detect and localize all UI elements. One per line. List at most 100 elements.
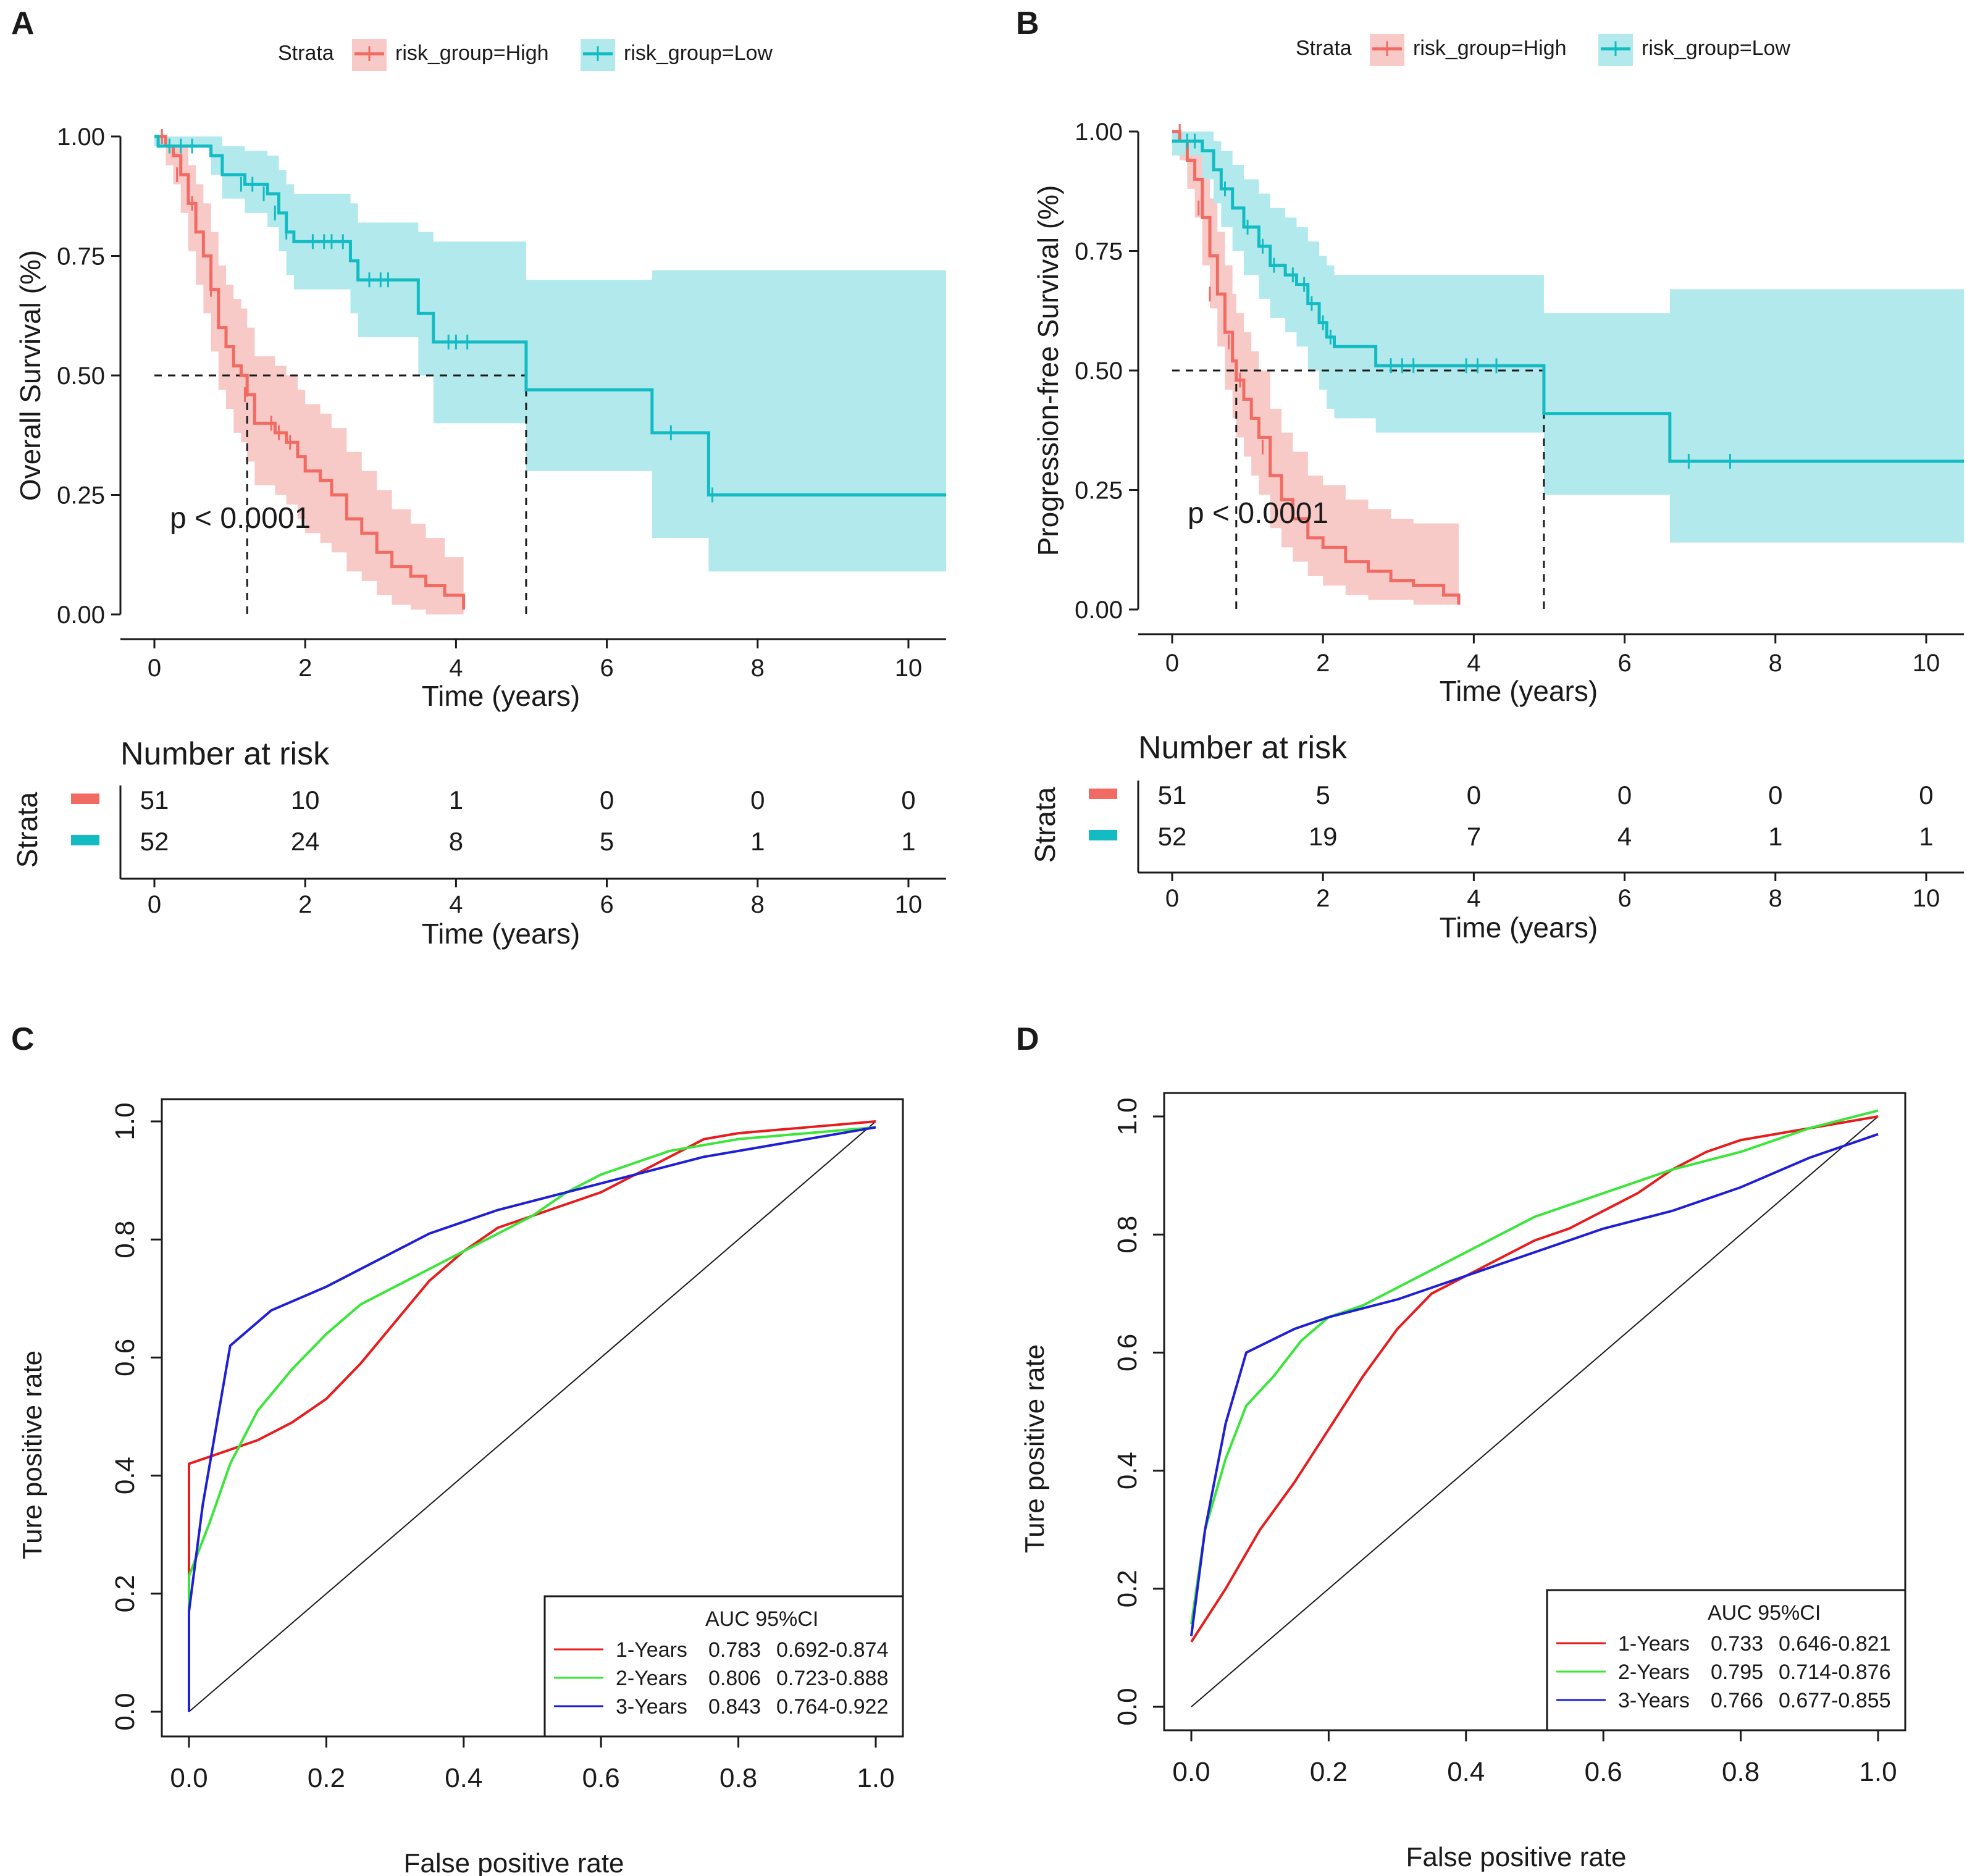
- y-tick-label: 0.75: [1075, 238, 1123, 266]
- risk-count-high: 51: [1158, 781, 1187, 810]
- legend: Strata risk_group=High risk_group=Low: [278, 39, 773, 71]
- risk-count-low: 5: [600, 827, 614, 856]
- p-value: p < 0.0001: [1188, 497, 1328, 530]
- y-tick-label: 0.0: [110, 1693, 140, 1730]
- roc-legend: AUC 95%CI 1-Years 0.783 0.692-0.874 2-Years 0…: [543, 1595, 904, 1738]
- risk-count-low: 1: [750, 827, 765, 856]
- legend-entry: risk_group=Low: [624, 41, 773, 65]
- legend-ci: 0.764-0.922: [776, 1695, 889, 1719]
- survival-curve-high: [154, 135, 466, 610]
- x-tick-label: 1.0: [1859, 1757, 1897, 1787]
- risk-count-low: 8: [449, 827, 463, 856]
- x-tick-label: 0.4: [1447, 1757, 1485, 1787]
- risk-strata-label: Strata: [1029, 787, 1061, 863]
- survival-curve-low: [154, 135, 946, 496]
- x-tick-label: 0.2: [1310, 1757, 1348, 1787]
- x-tick-label: 0.0: [170, 1763, 208, 1793]
- legend-entry: risk_group=High: [1413, 36, 1567, 60]
- x-tick-label: 0.8: [1722, 1757, 1759, 1787]
- risk-count-low: 4: [1617, 822, 1632, 851]
- risk-count-high: 51: [140, 785, 169, 814]
- km-panel-A: A Strata risk_group=High risk_group=Low 0.00…: [11, 6, 946, 950]
- risk-x-tick-label: 4: [449, 891, 463, 918]
- y-tick-label: 0.6: [1112, 1334, 1143, 1371]
- roc-curve-1-years: [188, 1120, 876, 1712]
- x-tick-label: 8: [1769, 650, 1782, 677]
- risk-count-high: 0: [1467, 781, 1481, 810]
- legend-title: AUC 95%CI: [1708, 1601, 1821, 1625]
- risk-count-high: 1: [449, 785, 463, 814]
- risk-x-tick-label: 0: [1165, 885, 1179, 912]
- x-tick-label: 6: [1617, 650, 1631, 677]
- risk-x-axis-label: Time (years): [422, 918, 580, 950]
- panel-label: B: [1016, 6, 1039, 41]
- x-axis-label: False positive rate: [403, 1848, 624, 1876]
- risk-count-low: 52: [1158, 822, 1187, 851]
- x-tick-label: 0.0: [1172, 1757, 1210, 1787]
- y-tick-label: 1.0: [1112, 1097, 1143, 1135]
- risk-count-high: 0: [750, 785, 765, 814]
- y-tick-label: 0.50: [1075, 358, 1123, 385]
- panel-label: A: [11, 6, 35, 41]
- risk-table-title: Number at risk: [1138, 730, 1348, 766]
- legend-name: 3-Years: [616, 1695, 687, 1719]
- legend-title: Strata: [278, 41, 334, 65]
- legend-ci: 0.677-0.855: [1779, 1689, 1891, 1712]
- y-tick-label: 1.00: [57, 124, 105, 151]
- x-tick-label: 2: [1316, 650, 1330, 677]
- roc-curve-2-years: [188, 1126, 876, 1712]
- x-axis-label: Time (years): [1440, 675, 1598, 707]
- risk-x-tick-label: 2: [1316, 885, 1330, 912]
- x-axis-label: False positive rate: [1406, 1842, 1626, 1872]
- risk-count-low: 1: [1768, 822, 1782, 851]
- x-tick-label: 4: [1467, 650, 1480, 677]
- risk-count-low: 7: [1467, 822, 1481, 851]
- risk-x-tick-label: 6: [600, 891, 613, 918]
- x-tick-label: 0.4: [445, 1763, 482, 1793]
- km-panel-B: B Strata risk_group=High risk_group=Low 0.00…: [1016, 6, 1964, 944]
- x-tick-label: 0: [148, 655, 161, 682]
- risk-table-title: Number at risk: [120, 736, 330, 772]
- y-axis-label: Ture positive rate: [17, 1350, 48, 1559]
- y-tick-label: 0.8: [110, 1221, 140, 1258]
- panel-label: C: [11, 1021, 35, 1057]
- roc-panel-C: C 0.0 0.2 0.4 0.6 0.8 1.0 0.0 0.2 0.4 0.6 0.8 1.0 Fal…: [11, 1021, 904, 1876]
- ci-band-high: [154, 136, 464, 614]
- risk-x-tick-label: 4: [1467, 885, 1480, 912]
- legend-auc: 0.783: [708, 1638, 761, 1662]
- roc-legend: AUC 95%CI 1-Years 0.733 0.646-0.821 2-Years 0…: [1546, 1589, 1906, 1732]
- y-tick-label: 0.50: [57, 362, 105, 390]
- risk-x-tick-label: 8: [751, 891, 765, 918]
- risk-count-low: 24: [291, 827, 320, 856]
- legend-ci: 0.714-0.876: [1779, 1660, 1891, 1684]
- y-tick-label: 0.00: [1075, 597, 1123, 624]
- legend-auc: 0.795: [1711, 1660, 1763, 1684]
- panel-label: D: [1016, 1021, 1039, 1057]
- legend-ci: 0.692-0.874: [776, 1638, 889, 1662]
- y-tick-label: 0.4: [1112, 1452, 1143, 1489]
- legend-box: [543, 1595, 904, 1738]
- risk-strata-label: Strata: [11, 792, 43, 868]
- legend-name: 1-Years: [616, 1638, 687, 1662]
- x-tick-label: 0.2: [308, 1763, 345, 1793]
- risk-count-low: 1: [901, 827, 915, 856]
- risk-count-high: 0: [1617, 781, 1632, 810]
- y-tick-label: 0.75: [57, 243, 105, 270]
- roc-curve-1-years: [1190, 1115, 1879, 1643]
- risk-x-tick-label: 10: [895, 891, 923, 918]
- y-tick-label: 0.00: [57, 601, 105, 629]
- x-tick-label: 10: [895, 655, 923, 682]
- y-tick-label: 0.25: [1075, 477, 1123, 505]
- risk-x-tick-label: 0: [148, 891, 161, 918]
- risk-count-high: 0: [600, 785, 614, 814]
- legend-auc: 0.806: [708, 1667, 761, 1690]
- risk-count-low: 1: [1919, 822, 1933, 851]
- legend-ci: 0.723-0.888: [776, 1667, 889, 1690]
- roc-panel-D: D 0.0 0.2 0.4 0.6 0.8 1.0 0.0 0.2 0.4 0.6 0.8 1.0 Fal…: [1016, 1021, 1906, 1872]
- diagonal-reference: [1191, 1116, 1879, 1707]
- legend-name: 3-Years: [1618, 1689, 1690, 1712]
- y-tick-label: 1.00: [1075, 119, 1123, 146]
- x-tick-label: 4: [449, 655, 463, 682]
- p-value: p < 0.0001: [170, 502, 311, 535]
